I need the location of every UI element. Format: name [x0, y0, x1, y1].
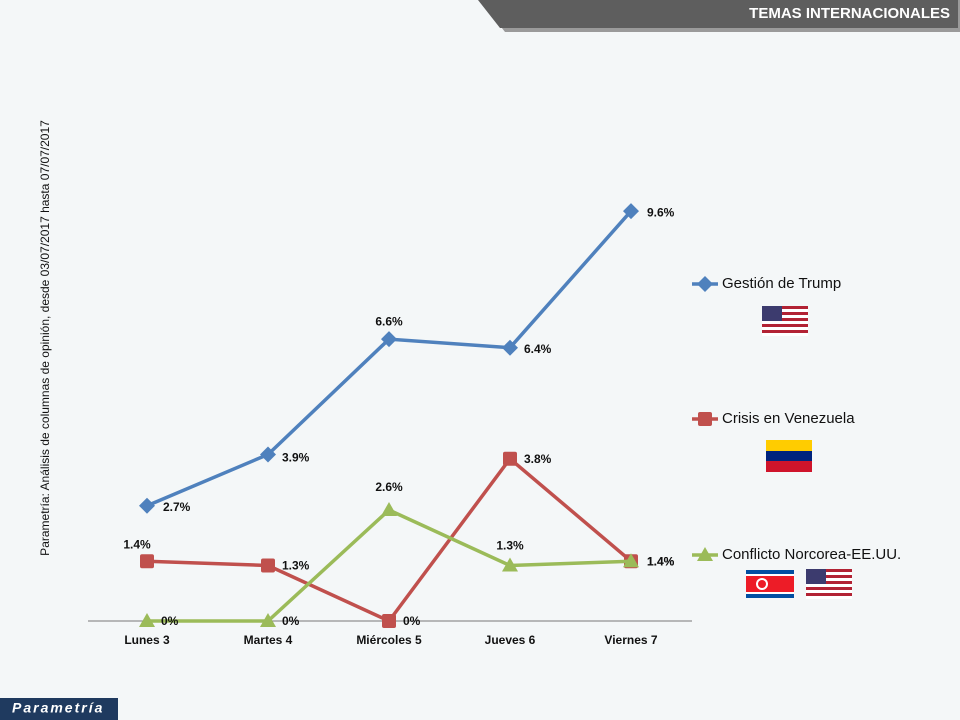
value-label: 1.3% — [282, 559, 310, 573]
value-label: 0% — [161, 614, 179, 628]
logo-box — [0, 698, 118, 720]
value-label: 6.6% — [375, 314, 403, 328]
series-line — [146, 209, 633, 508]
value-label: 1.4% — [647, 554, 675, 568]
x-tick-label: Viernes 7 — [604, 633, 657, 647]
x-tick-label: Miércoles 5 — [356, 633, 422, 647]
marker — [260, 613, 276, 627]
legend-marker — [697, 276, 713, 292]
marker — [140, 554, 154, 569]
value-label: 9.6% — [647, 205, 675, 219]
source-note: Parametría: Análisis de columnas de opin… — [38, 120, 52, 556]
header-ribbon — [478, 0, 960, 32]
flag-usa-2 — [806, 569, 852, 599]
flag-north-korea — [746, 570, 794, 598]
marker — [502, 557, 518, 572]
legend-marker — [697, 547, 713, 561]
header-title: TEMAS INTERNACIONALES — [749, 5, 950, 22]
legend-marker — [698, 412, 712, 426]
value-label: 6.4% — [524, 342, 552, 356]
legend-label: Crisis en Venezuela — [722, 410, 855, 427]
marker — [139, 613, 155, 627]
marker — [623, 553, 639, 568]
x-tick-label: Jueves 6 — [485, 633, 536, 647]
value-label: 0% — [403, 614, 421, 628]
marker — [139, 497, 155, 514]
value-label: 0% — [282, 614, 300, 628]
marker — [382, 614, 396, 628]
value-label: 2.7% — [163, 500, 191, 514]
marker — [502, 339, 518, 356]
x-tick-label: Martes 4 — [244, 633, 293, 647]
flag-venezuela — [766, 440, 812, 472]
marker — [503, 451, 517, 466]
x-tick-label: Lunes 3 — [124, 633, 170, 647]
flag-usa — [762, 306, 808, 336]
marker — [623, 203, 639, 220]
value-label: 3.8% — [524, 452, 552, 466]
value-label: 1.4% — [123, 537, 151, 551]
legend-label: Gestión de Trump — [722, 275, 841, 292]
marker — [381, 501, 397, 516]
logo: Parametría — [12, 700, 104, 716]
legend-label: Conflicto Norcorea-EE.UU. — [722, 546, 901, 563]
marker — [260, 446, 276, 463]
marker — [381, 331, 397, 348]
value-label: 1.4% — [647, 554, 675, 568]
marker — [261, 558, 275, 573]
value-label: 3.9% — [282, 451, 310, 465]
value-label: 2.6% — [375, 480, 403, 494]
value-label: 1.3% — [496, 539, 524, 553]
